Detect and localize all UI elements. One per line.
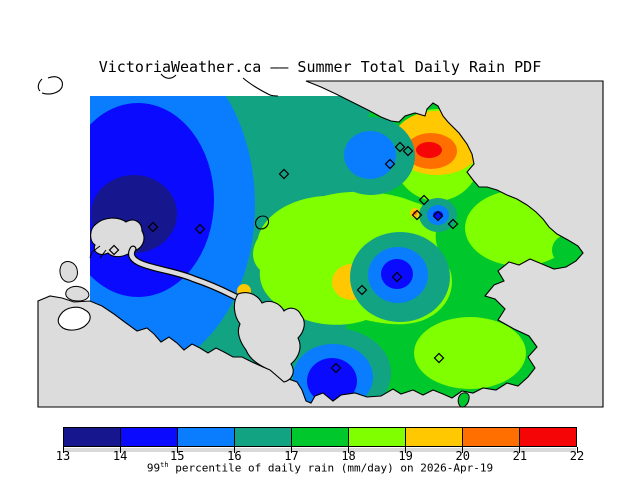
contour-red-core [416, 142, 442, 158]
colorbar-shadow [64, 448, 576, 452]
station-marker [418, 194, 430, 206]
colorbar-segment [234, 428, 291, 446]
islet-southeast [457, 392, 470, 408]
sooke-basin-finger-1 [89, 245, 101, 259]
colorbar-segment [120, 428, 177, 446]
lake-white [57, 306, 91, 331]
contour-blue-south [307, 358, 357, 404]
station-marker [394, 141, 406, 153]
islet-west-1 [59, 261, 78, 283]
colorbar-tick [348, 447, 350, 453]
channel-water [129, 246, 243, 302]
colorbar-segment [519, 428, 576, 446]
colorbar-tick [62, 447, 64, 453]
station-marker [356, 284, 368, 296]
contour-teal-north [230, 96, 370, 142]
land-mass [37, 80, 604, 408]
colorbar-tick-label: 16 [227, 449, 242, 463]
harbour-area [233, 292, 305, 383]
colorbar-tick-label: 19 [398, 449, 413, 463]
sooke-basin-finger-2 [99, 249, 107, 259]
colorbar-tick-label: 14 [112, 449, 128, 463]
islet-west-2 [65, 285, 90, 302]
colorbar-tick-label: 22 [569, 449, 585, 463]
colorbar-tick-label: 18 [341, 449, 356, 463]
coast-squiggle-1 [160, 73, 177, 79]
colorbar-tick-label: 15 [169, 449, 185, 463]
colorbar-tick-label: 20 [455, 449, 470, 463]
contour-chartreuse-southeast [414, 317, 526, 389]
station-marker [330, 362, 342, 374]
station-marker [108, 244, 120, 256]
caption-text: percentile of daily rain (mm/day) on 202… [168, 461, 494, 475]
colorbar-segment [291, 428, 348, 446]
island-arc-1 [37, 78, 43, 92]
caption-number: 99 [146, 461, 161, 475]
colorbar-tick [233, 447, 235, 453]
colorbar-segment [348, 428, 405, 446]
colorbar-tick-label: 13 [55, 449, 71, 463]
colorbar-tick [462, 447, 464, 453]
contour-blue-small [433, 211, 443, 219]
colorbar-tick-label: 17 [284, 449, 299, 463]
station-marker [447, 218, 459, 230]
colorbar-segment [64, 428, 120, 446]
colorbar-segment [462, 428, 519, 446]
station-marker [411, 209, 423, 221]
lake-outline [255, 215, 270, 230]
station-marker [147, 221, 159, 233]
colorbar-caption: 99th percentile of daily rain (mm/day) o… [0, 461, 640, 475]
island-arc-2 [41, 76, 63, 95]
contour-dodger-ne [344, 131, 396, 179]
station-marker [432, 210, 444, 222]
caption-superscript: th [160, 461, 169, 469]
colorbar-tick [519, 447, 521, 453]
station-marker [391, 271, 403, 283]
coast-squiggle-2 [242, 77, 279, 97]
station-marker [402, 145, 414, 157]
station-markers [108, 141, 459, 374]
colorbar-tick [405, 447, 407, 453]
colorbar-segment [177, 428, 234, 446]
colorbar [63, 427, 577, 447]
station-marker [433, 352, 445, 364]
colorbar-tick [576, 447, 578, 453]
colorbar-segment [405, 428, 462, 446]
station-marker [194, 223, 206, 235]
station-marker [384, 158, 396, 170]
colorbar-tick [290, 447, 292, 453]
page-title: VictoriaWeather.ca —— Summer Total Daily… [98, 58, 542, 76]
contour-blue-mid [381, 259, 413, 289]
colorbar-tick [176, 447, 178, 453]
station-marker [278, 168, 290, 180]
colorbar-tick [119, 447, 121, 453]
colorbar-tick-label: 21 [512, 449, 528, 463]
